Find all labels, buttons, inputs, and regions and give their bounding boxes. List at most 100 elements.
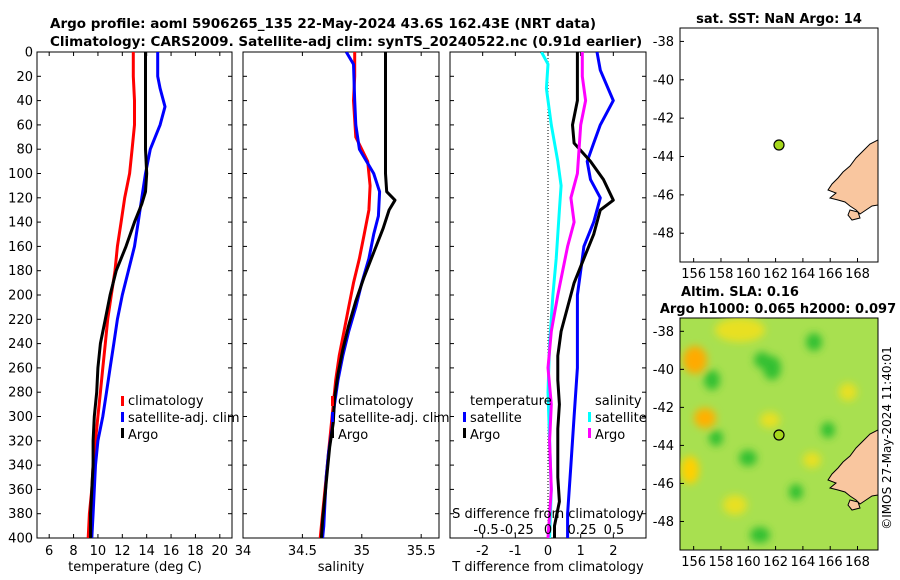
figure-title-line1: Argo profile: aoml 5906265_135 22-May-20… bbox=[50, 16, 596, 32]
map-y-tick-label: -48 bbox=[653, 227, 674, 242]
map-x-tick-label: 164 bbox=[790, 555, 815, 570]
sla-blob bbox=[715, 318, 765, 342]
x-tick-label: 0 bbox=[544, 544, 552, 559]
legend-label-t-satellite: satellite bbox=[470, 411, 522, 426]
x-tick-label: 20 bbox=[212, 544, 229, 559]
temperature-x-ticks: 6 8 10 12 14 16 18 20 bbox=[45, 52, 228, 559]
map-y-tick-label: -42 bbox=[653, 401, 674, 416]
temperature-lines bbox=[86, 52, 167, 538]
depth-tick-label: 80 bbox=[16, 143, 33, 158]
salinity-legend: climatology satellite-adj. clim Argo bbox=[331, 394, 450, 443]
legend-swatch-t-argo bbox=[463, 428, 466, 438]
sla-blob bbox=[681, 456, 699, 484]
x-tick-label: 18 bbox=[187, 544, 204, 559]
x-tick-label: 12 bbox=[114, 544, 131, 559]
map-y-tick-label: -48 bbox=[653, 515, 674, 530]
legend-swatch-t-satellite bbox=[463, 412, 466, 422]
sla-blob bbox=[821, 422, 835, 438]
depth-tick-label: 200 bbox=[8, 289, 33, 304]
map-x-tick-label: 168 bbox=[845, 555, 870, 570]
legend-label-climatology: climatology bbox=[128, 394, 204, 409]
x-tick-label: 34.5 bbox=[288, 544, 317, 559]
legend-label-argo: Argo bbox=[338, 428, 368, 443]
map-x-tick-label: 156 bbox=[681, 267, 706, 282]
sla-blob bbox=[694, 408, 716, 428]
salinity-panel: 34 34.5 35 35.5 salinity climatology satell… bbox=[235, 51, 450, 575]
sla-blob bbox=[704, 370, 720, 390]
map-x-tick-label: 166 bbox=[818, 267, 843, 282]
map-y-tick-label: -40 bbox=[653, 363, 674, 378]
depth-tick-label: 120 bbox=[8, 191, 33, 206]
legend-label-satellite: satellite-adj. clim bbox=[128, 411, 240, 426]
series-line-argo bbox=[319, 52, 397, 538]
difference-xlabel: T difference from climatology bbox=[451, 560, 644, 575]
imos-timestamp: ©IMOS 27-May-2024 11:40:01 bbox=[880, 346, 894, 530]
sla-map-title-line2: Argo h1000: 0.065 h2000: 0.097 bbox=[660, 302, 896, 317]
depth-tick-labels: 0 20 40 60 80 100 120 140 160 180 200 220 240 260 280 3… bbox=[8, 46, 232, 547]
series-line-satellite-adj-clim bbox=[90, 52, 167, 538]
map-y-tick-label: -40 bbox=[653, 73, 674, 88]
salinity-x-ticks: 34 34.5 35 35.5 bbox=[235, 52, 436, 559]
map-x-tick-label: 168 bbox=[845, 267, 870, 282]
x-tick-label: 6 bbox=[45, 544, 53, 559]
legend-swatch-satellite bbox=[121, 412, 124, 422]
legend-label-s-satellite: satellite bbox=[595, 411, 647, 426]
map-x-tick-label: 164 bbox=[790, 267, 815, 282]
legend-swatch-climatology bbox=[121, 396, 124, 406]
x-tick-label: 1 bbox=[577, 544, 585, 559]
legend-label-satellite: satellite-adj. clim bbox=[338, 411, 450, 426]
stewart-island bbox=[847, 499, 861, 511]
sla-anomaly-field bbox=[681, 318, 857, 543]
x-tick-label: 35.5 bbox=[407, 544, 436, 559]
map-x-tick-label: 160 bbox=[736, 555, 761, 570]
depth-tick-label: 260 bbox=[8, 361, 33, 376]
difference-lines bbox=[540, 52, 615, 538]
sst-map-land bbox=[827, 139, 878, 221]
map-x-tick-label: 158 bbox=[709, 555, 734, 570]
sst-map-title: sat. SST: NaN Argo: 14 bbox=[696, 12, 862, 27]
sla-blob bbox=[723, 495, 747, 515]
depth-tick-label: 220 bbox=[8, 313, 33, 328]
difference-panel: -2 -1 0 1 2 T difference from climatology S … bbox=[449, 51, 647, 575]
sla-map-title-line1: Altim. SLA: 0.16 bbox=[681, 285, 799, 300]
salinity-axes-frame bbox=[242, 51, 440, 539]
sla-blob bbox=[750, 527, 770, 543]
sla-map-y-ticks: -38 -40 -42 -44 -46 -48 bbox=[653, 325, 684, 530]
map-y-tick-label: -44 bbox=[653, 439, 674, 454]
depth-tick-label: 300 bbox=[8, 410, 33, 425]
x-tick-label: -1 bbox=[509, 544, 522, 559]
depth-tick-label: 20 bbox=[16, 70, 33, 85]
map-y-tick-label: -42 bbox=[653, 112, 674, 127]
x-tick-label: 34 bbox=[235, 544, 252, 559]
x-tick-label: 2 bbox=[609, 544, 617, 559]
depth-tick-label: 280 bbox=[8, 386, 33, 401]
depth-tick-label: 100 bbox=[8, 167, 33, 182]
temperature-xlabel: temperature (deg C) bbox=[68, 560, 202, 575]
sla-blob bbox=[739, 450, 757, 466]
legend-label-climatology: climatology bbox=[338, 394, 414, 409]
depth-tick-label: 180 bbox=[8, 264, 33, 279]
legend-swatch-argo bbox=[121, 428, 124, 438]
sst-map-x-ticks: 156 158 160 162 164 166 168 bbox=[681, 258, 870, 282]
map-x-tick-label: 162 bbox=[763, 267, 788, 282]
difference-x-ticks: -2 -1 0 1 2 bbox=[476, 52, 617, 559]
s-tick-label: 0.5 bbox=[604, 523, 625, 538]
legend-label-s-argo: Argo bbox=[595, 428, 625, 443]
depth-tick-label: 140 bbox=[8, 216, 33, 231]
depth-tick-label: 340 bbox=[8, 459, 33, 474]
sla-blob bbox=[760, 412, 780, 428]
salinity-xlabel: salinity bbox=[318, 560, 365, 575]
series-line-temperature-satellite bbox=[566, 52, 615, 538]
sla-map-field bbox=[681, 318, 878, 543]
map-y-tick-label: -46 bbox=[653, 477, 674, 492]
depth-tick-label: 400 bbox=[8, 532, 33, 547]
series-line-temperature-argo bbox=[553, 52, 615, 538]
map-x-tick-label: 160 bbox=[736, 267, 761, 282]
x-tick-label: 14 bbox=[138, 544, 155, 559]
depth-tick-label: 160 bbox=[8, 240, 33, 255]
x-tick-label: -2 bbox=[476, 544, 489, 559]
sla-blob bbox=[806, 333, 822, 351]
legend-label-argo: Argo bbox=[128, 428, 158, 443]
argo-location-marker bbox=[773, 429, 785, 441]
legend-swatch-s-satellite bbox=[588, 412, 591, 422]
